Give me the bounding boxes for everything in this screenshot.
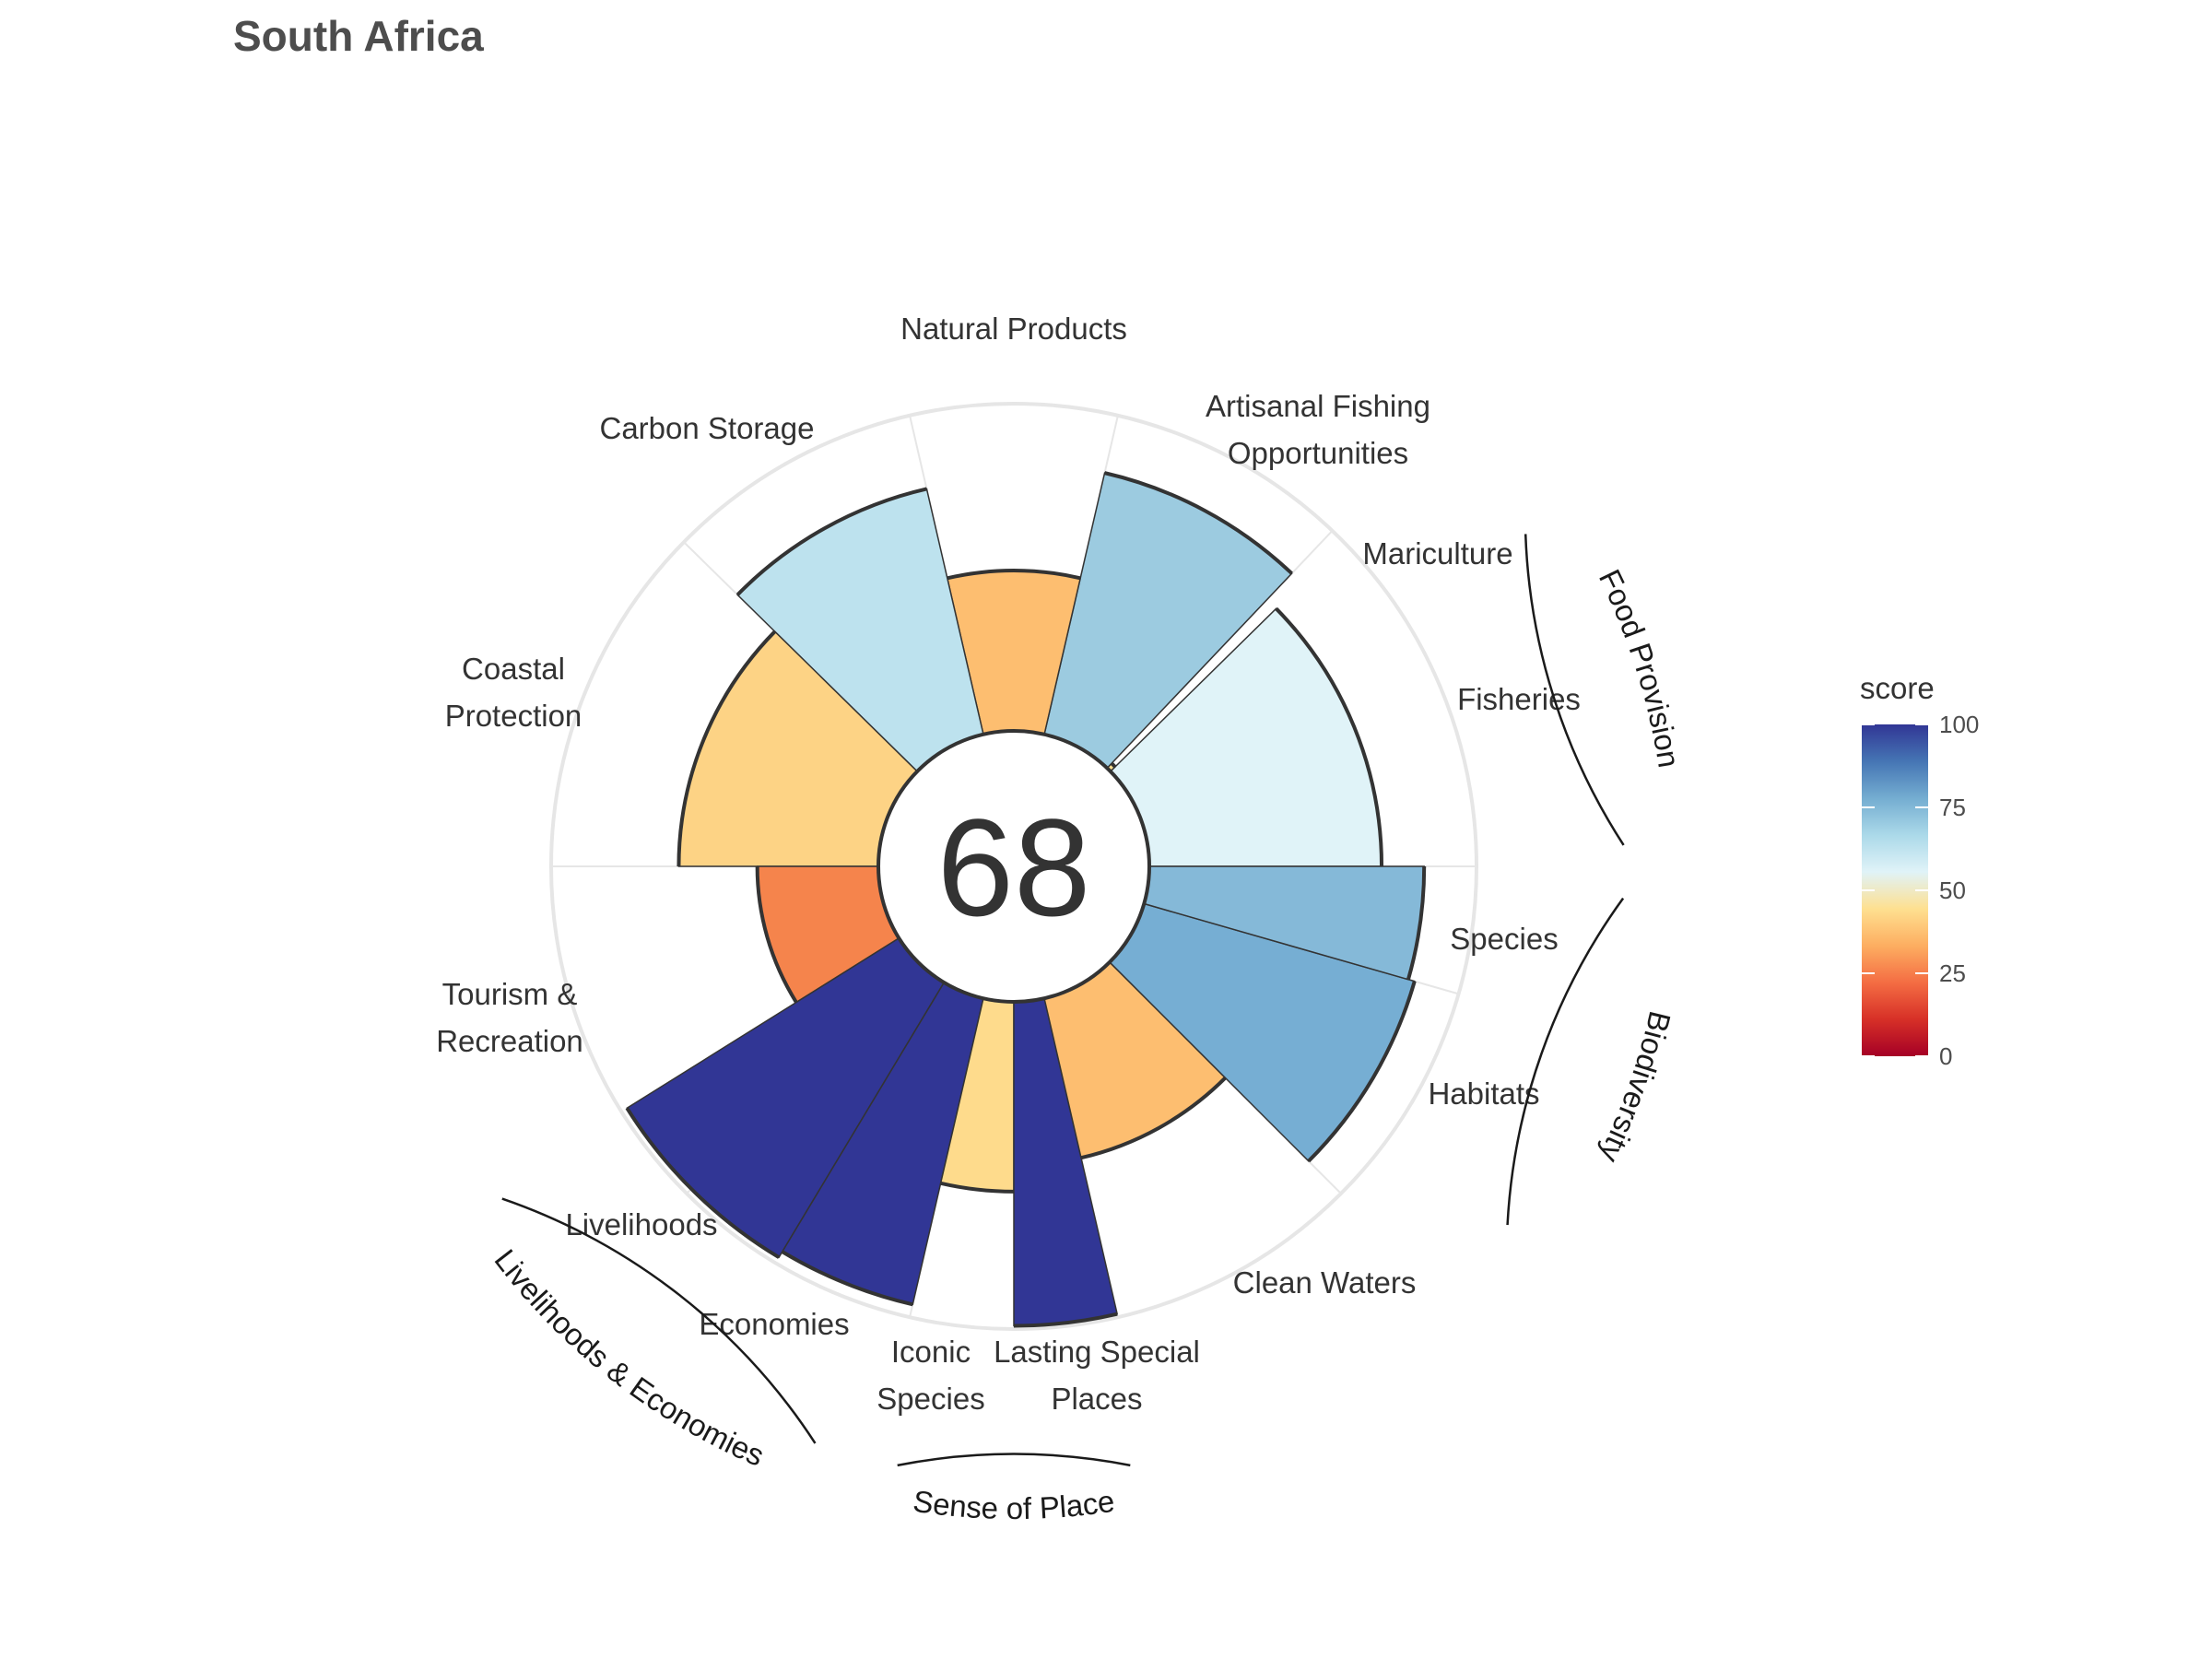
petal-outline bbox=[1307, 981, 1417, 1163]
goal-label-line: Lasting Special bbox=[994, 1335, 1200, 1369]
goal-label: Iconic Species bbox=[877, 1335, 984, 1416]
legend-tick-label: 25 bbox=[1939, 959, 1966, 987]
goal-label: Tourism & Recreation bbox=[436, 977, 583, 1058]
goal-label-line: Iconic bbox=[891, 1335, 971, 1369]
group-label-text: Sense of Place bbox=[911, 1484, 1116, 1525]
center-circle bbox=[877, 729, 1151, 1004]
goal-label-line: Mariculture bbox=[1362, 536, 1512, 571]
goal-label-line: Artisanal Fishing bbox=[1206, 389, 1430, 423]
goal-label-line: Species bbox=[877, 1382, 984, 1416]
goal-label-line: Fisheries bbox=[1457, 682, 1581, 716]
chart-title: South Africa bbox=[233, 12, 484, 60]
center-score: 68 bbox=[937, 790, 1091, 945]
goal-label-line: Clean Waters bbox=[1233, 1265, 1417, 1300]
goal-label: Livelihoods bbox=[565, 1207, 717, 1241]
goal-label: Lasting Special Places bbox=[994, 1335, 1200, 1416]
goal-label: Fisheries bbox=[1457, 682, 1581, 716]
group-arc bbox=[501, 1197, 817, 1444]
goal-label-line: Protection bbox=[445, 699, 582, 733]
petal-outline bbox=[1104, 471, 1293, 575]
petal-outline bbox=[1080, 1077, 1227, 1160]
petal-outline bbox=[781, 1250, 913, 1307]
petal-outline bbox=[1013, 1312, 1118, 1328]
goal-label: Coastal Protection bbox=[445, 652, 582, 733]
goal-label-line: Tourism & bbox=[442, 977, 578, 1011]
goal-label-line: Livelihoods bbox=[565, 1207, 717, 1241]
goal-label-line: Habitats bbox=[1428, 1077, 1539, 1111]
petal-outline bbox=[947, 569, 1081, 581]
group-label-text: Food Provision bbox=[1593, 564, 1687, 770]
petal-outline bbox=[1110, 761, 1117, 769]
goal-label-line: Opportunities bbox=[1228, 436, 1408, 470]
legend-ticks: 100 75 50 25 0 bbox=[1862, 711, 1979, 1070]
goal-label-line: Economies bbox=[699, 1307, 849, 1341]
goal-label-line: Places bbox=[1051, 1382, 1142, 1416]
petal-outline bbox=[625, 1107, 781, 1259]
goal-label: Habitats bbox=[1428, 1077, 1539, 1111]
legend-tick-label: 75 bbox=[1939, 794, 1966, 821]
goal-label: Economies bbox=[699, 1307, 849, 1341]
group-label: Sense of Place bbox=[911, 1484, 1116, 1525]
group-label: Livelihoods & Economies bbox=[488, 1242, 770, 1472]
group-label-text: Biodiversity bbox=[1593, 1008, 1677, 1169]
goal-label-line: Carbon Storage bbox=[600, 411, 815, 445]
goal-labels: Fisheries Mariculture Artisanal Fishing Opp… bbox=[436, 312, 1581, 1416]
legend-tick-label: 0 bbox=[1939, 1042, 1952, 1070]
group-arc bbox=[1506, 897, 1625, 1226]
petal-outline bbox=[1275, 606, 1384, 867]
legend-tick-label: 100 bbox=[1939, 711, 1979, 738]
goal-label: Species bbox=[1450, 922, 1558, 956]
goal-label: Clean Waters bbox=[1233, 1265, 1417, 1300]
petal-outline bbox=[1406, 865, 1427, 981]
goal-label: Artisanal Fishing Opportunities bbox=[1206, 389, 1430, 470]
group-arc bbox=[1524, 534, 1625, 846]
goal-label-line: Coastal bbox=[462, 652, 565, 686]
legend-tick-label: 50 bbox=[1939, 877, 1966, 904]
goal-label-line: Recreation bbox=[436, 1024, 583, 1058]
legend: score 100 75 50 25 0 bbox=[1860, 671, 1979, 1070]
goal-label: Mariculture bbox=[1362, 536, 1512, 571]
center-disc: 68 bbox=[877, 729, 1151, 1004]
petal-outline bbox=[940, 1181, 1015, 1194]
goal-label: Natural Products bbox=[900, 312, 1127, 346]
goal-label-line: Natural Products bbox=[900, 312, 1127, 346]
petals bbox=[625, 471, 1427, 1328]
group-label-text: Livelihoods & Economies bbox=[488, 1242, 770, 1472]
group-arc bbox=[897, 1453, 1131, 1467]
group-label: Biodiversity bbox=[1593, 1008, 1677, 1169]
petal-outline bbox=[677, 629, 777, 867]
petal-outline bbox=[735, 487, 927, 596]
goal-label: Carbon Storage bbox=[600, 411, 815, 445]
petal-outline bbox=[755, 865, 798, 1004]
group-label: Food Provision bbox=[1593, 564, 1687, 770]
goal-label-line: Species bbox=[1450, 922, 1558, 956]
legend-title: score bbox=[1860, 671, 1935, 705]
